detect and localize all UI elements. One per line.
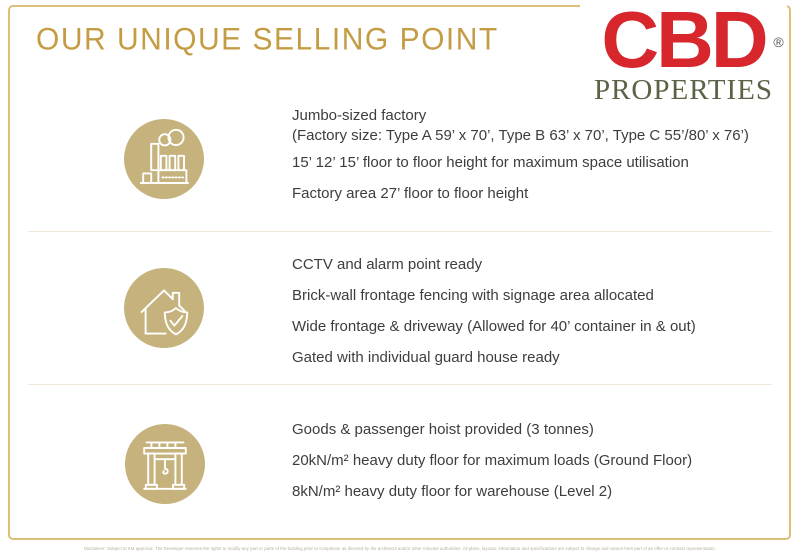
feature-line: CCTV and alarm point ready: [292, 256, 483, 273]
feature-line: Jumbo-sized factory: [292, 107, 427, 124]
factory-icon: [124, 119, 204, 199]
feature-line: (Factory size: Type A 59’ x 70’, Type B …: [292, 127, 749, 144]
company-logo: CBD ® PROPERTIES: [580, 0, 787, 112]
feature-line: Brick-wall frontage fencing with signage…: [292, 287, 654, 304]
page-title: OUR UNIQUE SELLING POINT: [36, 22, 499, 57]
section-divider: [28, 231, 772, 232]
section-divider: [28, 384, 772, 385]
page-border: [8, 5, 791, 540]
feature-line: 8kN/m² heavy duty floor for warehouse (L…: [292, 483, 613, 500]
registered-trademark-icon: ®: [773, 34, 784, 50]
feature-line: Gated with individual guard house ready: [292, 349, 560, 366]
section-hoist: Goods & passenger hoist provided (3 tonn…: [292, 420, 772, 513]
feature-line: Wide frontage & driveway (Allowed for 40…: [292, 318, 696, 335]
hoist-icon: [125, 424, 205, 504]
feature-line: Goods & passenger hoist provided (3 tonn…: [292, 421, 594, 438]
logo-brand-text: CBD ®: [601, 0, 784, 84]
feature-line: 15’ 12’ 15’ floor to floor height for ma…: [292, 154, 689, 171]
feature-line: 20kN/m² heavy duty floor for maximum loa…: [292, 452, 693, 469]
section-factory: Jumbo-sized factory (Factory size: Type …: [292, 106, 772, 215]
footer-disclaimer: Disclaimer: Subject to KM approval. The …: [84, 546, 716, 551]
house-shield-icon: [124, 268, 204, 348]
feature-line: Factory area 27’ floor to floor height: [292, 185, 529, 202]
section-security: CCTV and alarm point ready Brick-wall fr…: [292, 255, 772, 379]
logo-sub-text: PROPERTIES: [593, 74, 774, 106]
